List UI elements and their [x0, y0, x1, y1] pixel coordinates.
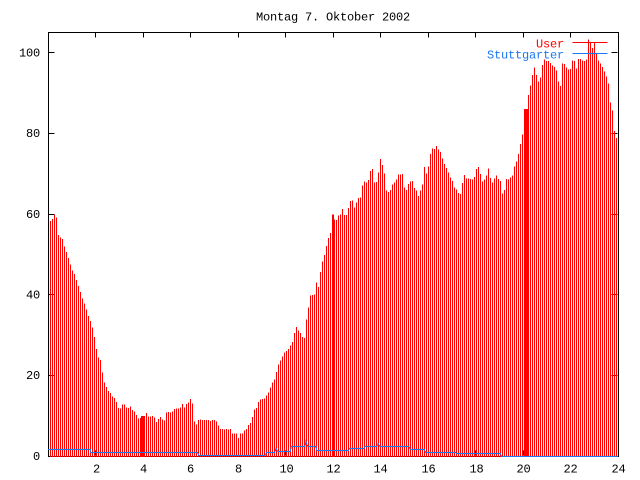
svg-text:2: 2: [93, 463, 100, 477]
svg-text:24: 24: [611, 463, 625, 477]
svg-text:0: 0: [33, 450, 40, 464]
svg-text:22: 22: [563, 463, 577, 477]
svg-text:Montag 7. Oktober 2002: Montag 7. Oktober 2002: [256, 11, 410, 25]
svg-text:100: 100: [19, 46, 40, 60]
svg-text:20: 20: [26, 369, 40, 383]
svg-text:Stuttgarter: Stuttgarter: [487, 48, 564, 62]
svg-text:18: 18: [469, 463, 483, 477]
svg-text:10: 10: [279, 463, 293, 477]
svg-text:60: 60: [26, 208, 40, 222]
svg-text:4: 4: [140, 463, 147, 477]
svg-text:80: 80: [26, 127, 40, 141]
svg-text:12: 12: [326, 463, 340, 477]
svg-text:User: User: [536, 37, 564, 51]
svg-text:40: 40: [26, 289, 40, 303]
svg-text:20: 20: [516, 463, 530, 477]
svg-text:16: 16: [421, 463, 435, 477]
svg-text:6: 6: [187, 463, 194, 477]
svg-text:14: 14: [373, 463, 387, 477]
svg-text:8: 8: [235, 463, 242, 477]
